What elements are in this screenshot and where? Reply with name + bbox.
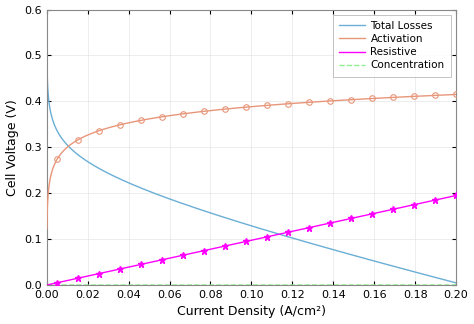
Resistive <box>445 195 451 199</box>
Total Losses <box>115 176 121 180</box>
Line: Resistive: Resistive <box>47 195 456 285</box>
Total Losses <box>401 267 407 271</box>
Concentration <box>91 283 96 287</box>
Concentration <box>201 283 207 287</box>
Activation <box>219 108 224 111</box>
Total Losses <box>453 281 459 285</box>
Legend: Total Losses, Activation, Resistive, Concentration: Total Losses, Activation, Resistive, Con… <box>333 15 451 77</box>
Resistive <box>91 273 96 277</box>
Line: Activation: Activation <box>47 95 456 228</box>
Activation <box>44 226 50 230</box>
Concentration <box>44 283 50 287</box>
X-axis label: Current Density (A/cm²): Current Density (A/cm²) <box>177 306 326 318</box>
Resistive <box>453 193 459 197</box>
Concentration <box>219 283 224 287</box>
Concentration <box>401 283 407 287</box>
Y-axis label: Cell Voltage (V): Cell Voltage (V) <box>6 99 18 196</box>
Concentration <box>115 283 121 287</box>
Activation <box>445 93 451 97</box>
Activation <box>115 123 121 127</box>
Resistive <box>201 249 207 253</box>
Resistive <box>44 283 50 287</box>
Activation <box>401 95 407 99</box>
Concentration <box>445 283 451 287</box>
Total Losses <box>201 209 207 213</box>
Resistive <box>401 205 407 209</box>
Activation <box>91 131 96 134</box>
Line: Total Losses: Total Losses <box>47 59 456 283</box>
Total Losses <box>44 57 50 61</box>
Total Losses <box>219 214 224 218</box>
Resistive <box>115 268 121 272</box>
Total Losses <box>445 279 451 283</box>
Resistive <box>219 245 224 249</box>
Concentration <box>453 283 459 287</box>
Total Losses <box>91 163 96 167</box>
Activation <box>453 93 459 97</box>
Activation <box>201 110 207 113</box>
